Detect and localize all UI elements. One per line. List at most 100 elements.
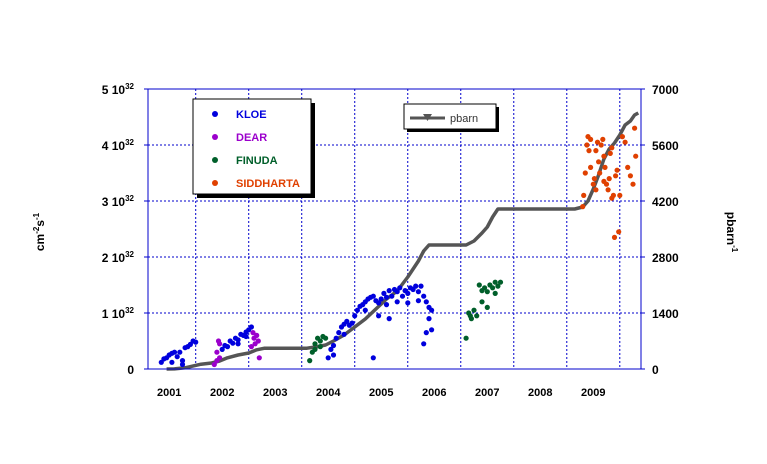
kloe-point [394,299,400,305]
kloe-point [235,341,241,347]
finuda-point [492,279,498,285]
kloe-point [415,298,421,304]
legend-pbarn-marker [423,114,432,121]
kloe-point [230,340,236,346]
finuda-point [482,285,488,291]
siddharta-point [590,181,596,187]
x-tick-label: 2004 [316,387,341,399]
kloe-point [352,313,358,319]
finuda-point [312,341,318,347]
x-tick-label: 2007 [475,387,499,399]
axis-ticks: 0 1 1032 2 1032 3 1032 4 1032 5 1032 0 1400 2800… [102,82,679,399]
siddharta-point [601,178,607,184]
legend-label: KLOE [236,109,267,121]
siddharta-point [581,192,587,198]
pbarn-series-line [166,111,640,371]
y-right-axis-title: pbarn-1 [724,212,739,253]
dear-point [211,361,217,368]
y-left-tick-label: 3 1032 [102,194,135,209]
legend-pbarn-label: pbarn [450,113,478,125]
finuda-point [471,307,477,313]
y-left-tick-label: 2 1032 [102,250,135,265]
kloe-point [179,361,186,368]
dear-point [214,349,220,355]
siddharta-point [605,187,611,193]
siddharta-point [588,164,594,170]
x-tick-label: 2006 [422,387,446,399]
kloe-point [333,335,339,341]
siddharta-point [593,187,599,193]
finuda-point [474,313,480,319]
finuda-point [317,344,323,350]
y-right-tick-label: 7000 [652,83,679,97]
finuda-point [492,290,498,296]
kloe-point [344,318,350,324]
kloe-point [370,355,376,361]
finuda-point [484,304,490,310]
dear-point [217,355,223,361]
legend-marker [212,157,218,163]
siddharta-point [632,125,638,131]
kloe-point [330,352,337,358]
kloe-point [235,337,241,343]
plot-frame [147,88,642,370]
finuda-point [312,346,318,352]
siddharta-point [596,159,602,165]
siddharta-point [622,139,628,145]
dear-point [254,332,260,338]
kloe-point [405,300,411,306]
y-right-tick-label: 0 [652,363,659,377]
kloe-point [429,307,435,313]
siddharta-point [609,195,615,201]
legend-marker [212,111,218,117]
dear-point [250,330,256,336]
kloe-point [341,331,347,337]
kloe-point [415,289,421,295]
kloe-point [219,346,225,352]
y-right-tick-label: 2800 [652,251,679,265]
x-tick-label: 2008 [528,387,552,399]
finuda-point [463,335,469,341]
y-left-axis-title: cm-2s-1 [32,212,47,251]
kloe-point [399,293,406,299]
siddharta-point [607,150,613,156]
kloe-point [224,344,231,350]
finuda-point [467,313,473,319]
siddharta-point [609,145,615,151]
legend-label: FINUDA [236,155,278,167]
siddharta-point [613,173,619,179]
siddharta-point [606,176,612,182]
finuda-point [490,285,496,291]
siddharta-point [588,136,594,142]
siddharta-point [625,164,631,170]
y-left-tick-label: 5 1032 [102,82,135,97]
kloe-point [169,359,175,365]
kloe-point [370,293,376,299]
x-tick-label: 2002 [210,387,234,399]
finuda-point [484,289,490,295]
kloe-point [421,341,427,347]
kloe-point [423,330,429,336]
siddharta-point [586,148,592,154]
siddharta-point [611,234,618,240]
kloe-point [376,300,382,306]
kloe-point [349,320,355,326]
y-right-tick-label: 5600 [652,139,679,153]
kloe-point [328,346,334,352]
kloe-point [413,283,419,289]
legend-label: DEAR [236,132,267,144]
kloe-point [405,290,411,296]
kloe-point [336,330,342,336]
scatter-points-layer [158,125,639,368]
kloe-point [386,316,392,322]
kloe-point [429,327,435,333]
kloe-point [421,293,427,299]
kloe-point [174,354,180,360]
siddharta-point [602,164,608,170]
finuda-point [476,282,482,288]
dear-point [256,355,262,361]
kloe-point [378,296,384,302]
siddharta-point [633,153,639,159]
kloe-point [418,283,424,289]
